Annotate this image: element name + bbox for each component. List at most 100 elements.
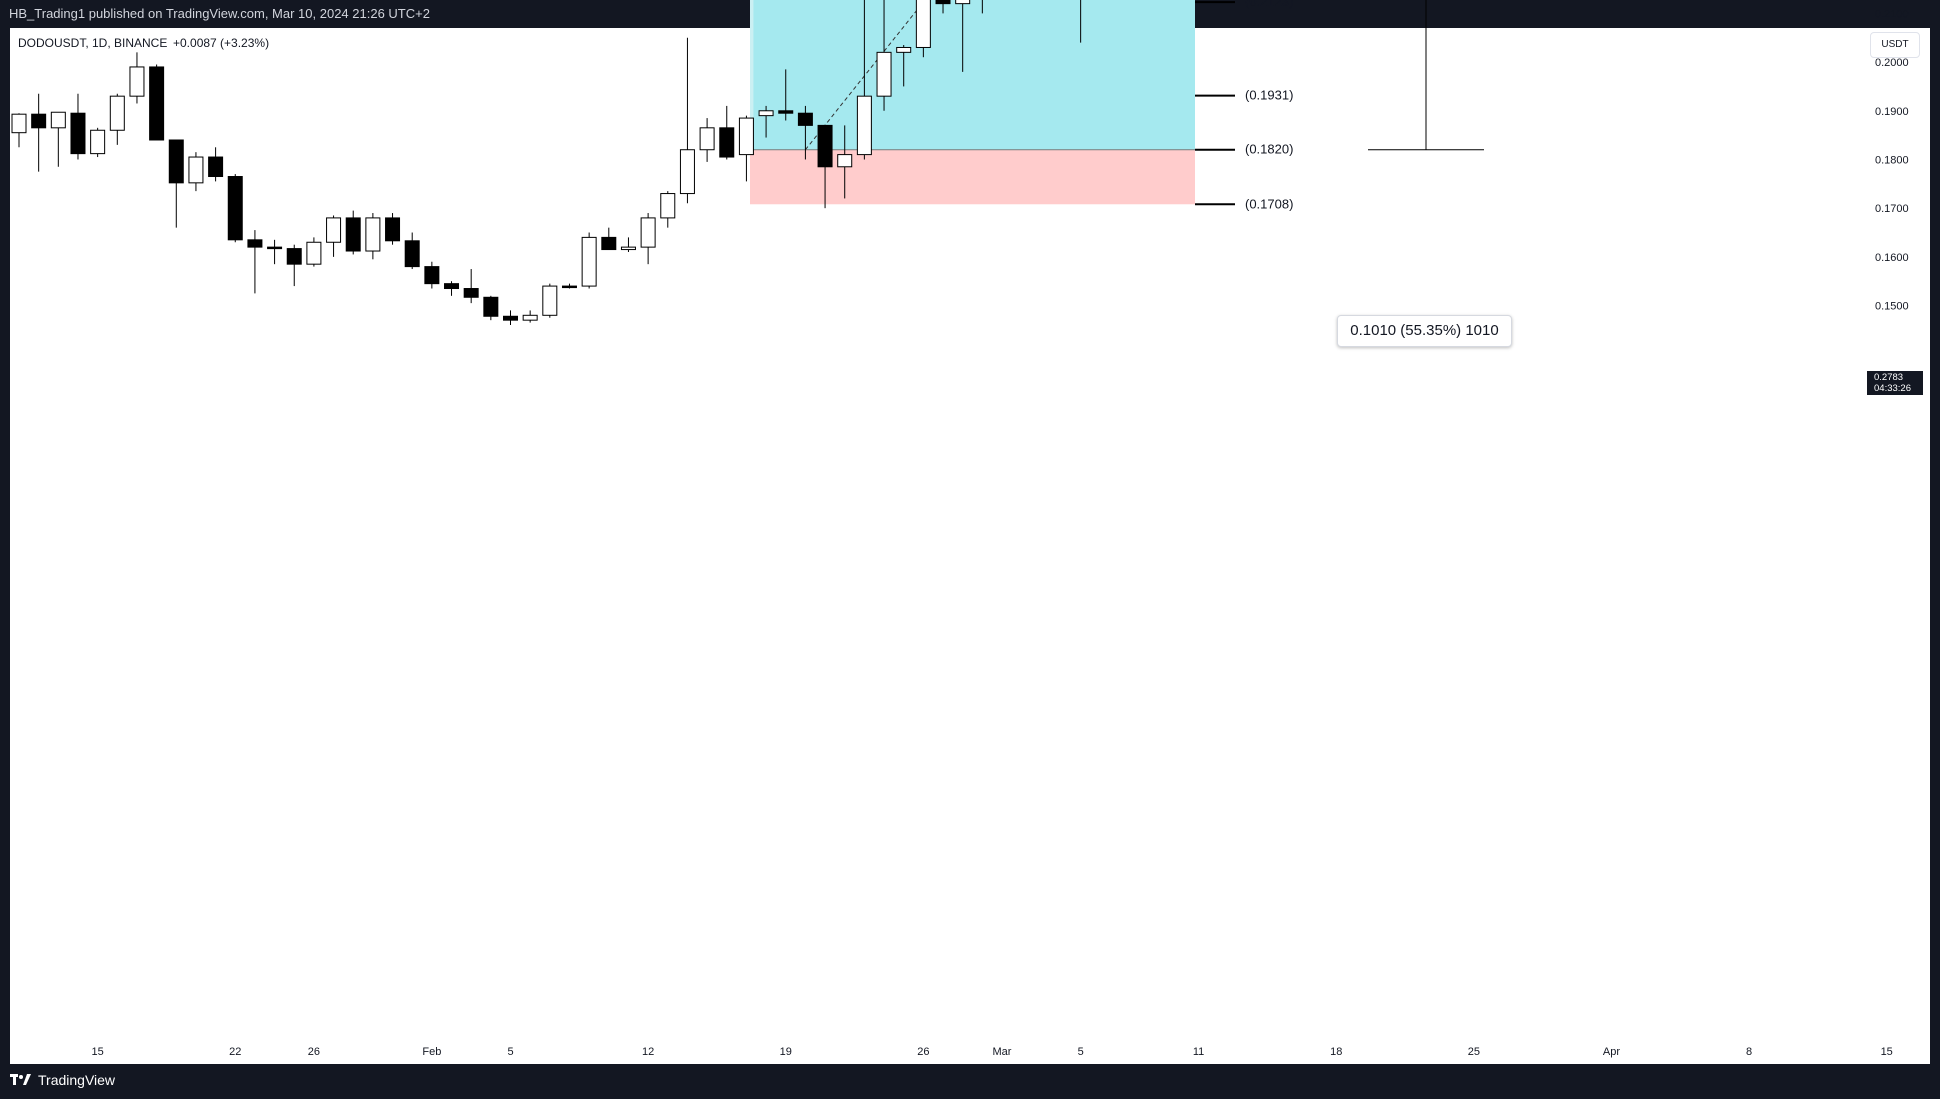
- fib-levels: (0.3409)(0.2831)(0.2614)(0.2311)(0.2123)…: [1195, 0, 1293, 211]
- candle-body: [286, 248, 302, 265]
- candle-body: [306, 241, 322, 265]
- time-tick-label: 5: [1078, 1046, 1084, 1058]
- candle-body: [679, 149, 695, 195]
- candle-body: [542, 285, 558, 316]
- position-zones: [750, 0, 1195, 205]
- candle-body: [31, 113, 47, 129]
- price-tick-label: 0.1500: [1875, 301, 1909, 313]
- time-tick-label: 18: [1330, 1046, 1342, 1058]
- trend-line: [805, 0, 926, 151]
- candle: [50, 111, 66, 167]
- last-price-value: 0.2783: [1874, 372, 1904, 383]
- candle: [738, 115, 754, 182]
- candle: [247, 230, 263, 294]
- currency-button[interactable]: USDT: [1870, 32, 1920, 58]
- price-tick-label: 0.1600: [1875, 252, 1909, 264]
- time-tick-label: 25: [1468, 1046, 1480, 1058]
- candle-body: [660, 193, 676, 219]
- footer-bar: [0, 1064, 1940, 1099]
- candle: [856, 0, 872, 160]
- candle: [699, 118, 715, 162]
- candle-body: [404, 240, 420, 268]
- candle: [778, 69, 794, 121]
- level-label: (0.1931): [1245, 88, 1293, 103]
- candle: [70, 93, 86, 160]
- measure-tooltip: 0.1010 (55.35%) 1010: [1337, 315, 1512, 347]
- candle-body: [503, 315, 518, 321]
- time-tick-label: 19: [780, 1046, 792, 1058]
- candle-body: [561, 285, 577, 289]
- candle-body: [70, 112, 86, 155]
- time-tick-label: 15: [1881, 1046, 1893, 1058]
- candle: [758, 105, 774, 138]
- candle-body: [856, 95, 872, 156]
- candle: [581, 232, 597, 289]
- candle: [896, 45, 912, 87]
- time-tick-label: 5: [507, 1046, 513, 1058]
- candle-body: [50, 111, 66, 129]
- price-axis: 0.1500 0.1600 0.1700 0.1800 0.1900 0.2000 0.21…: [1875, 8, 1909, 313]
- time-tick-label: 12: [642, 1046, 654, 1058]
- candle: [11, 113, 27, 148]
- candle-body: [188, 156, 204, 184]
- candle-body: [876, 51, 892, 97]
- candle-body: [424, 266, 440, 285]
- candle-body: [463, 288, 479, 298]
- level-label: (0.1708): [1245, 196, 1293, 211]
- candle-body: [11, 113, 27, 134]
- time-tick-label: 22: [229, 1046, 241, 1058]
- loss-zone: [750, 149, 1195, 205]
- candle: [876, 0, 892, 111]
- candle: [267, 239, 283, 265]
- candle-body: [817, 124, 833, 168]
- candle-body: [109, 95, 125, 131]
- candle-body: [522, 314, 538, 321]
- candle: [31, 93, 47, 172]
- candle: [286, 244, 302, 287]
- candle: [955, 0, 971, 72]
- candle: [326, 215, 342, 257]
- candles: [11, 0, 1082, 326]
- candle: [837, 125, 853, 199]
- candle-body: [601, 236, 617, 251]
- price-tick-label: 0.1800: [1875, 154, 1909, 166]
- candle-body: [620, 246, 636, 251]
- candle-body: [699, 127, 715, 151]
- candle-body: [227, 176, 243, 241]
- candle: [797, 105, 813, 160]
- last-price-countdown: 04:33:26: [1874, 383, 1911, 394]
- change-text: +0.0087 (+3.23%): [173, 36, 269, 50]
- candle-body: [758, 110, 774, 117]
- candle-body: [797, 112, 813, 126]
- candle: [404, 232, 420, 270]
- candle-body: [345, 217, 361, 252]
- candle-body: [483, 296, 499, 317]
- candle-body: [168, 139, 184, 184]
- last-price-tag: 0.2783 04:33:26: [1867, 371, 1923, 395]
- candle: [620, 237, 636, 252]
- candle-body: [778, 110, 794, 114]
- candle-body: [955, 0, 971, 5]
- candle: [149, 64, 165, 141]
- time-tick-label: 15: [92, 1046, 104, 1058]
- time-tick-label: Feb: [422, 1046, 441, 1058]
- price-tick-label: 0.2000: [1875, 57, 1909, 69]
- candle-body: [385, 217, 401, 242]
- candle: [542, 283, 558, 318]
- candle: [109, 93, 125, 145]
- published-text: HB_Trading1 published on TradingView.com…: [9, 6, 430, 21]
- candle-body: [581, 236, 597, 287]
- candle-body: [640, 217, 656, 248]
- candle: [561, 283, 577, 289]
- candle-body: [719, 127, 735, 158]
- candle-body: [326, 217, 342, 243]
- measure-tool: [1368, 0, 1484, 151]
- brand[interactable]: TradingView: [10, 1072, 115, 1088]
- candle: [129, 52, 145, 104]
- candle: [503, 310, 518, 326]
- candle-body: [149, 66, 165, 141]
- candle: [522, 310, 538, 323]
- candle-body: [365, 217, 381, 252]
- candle: [90, 127, 106, 158]
